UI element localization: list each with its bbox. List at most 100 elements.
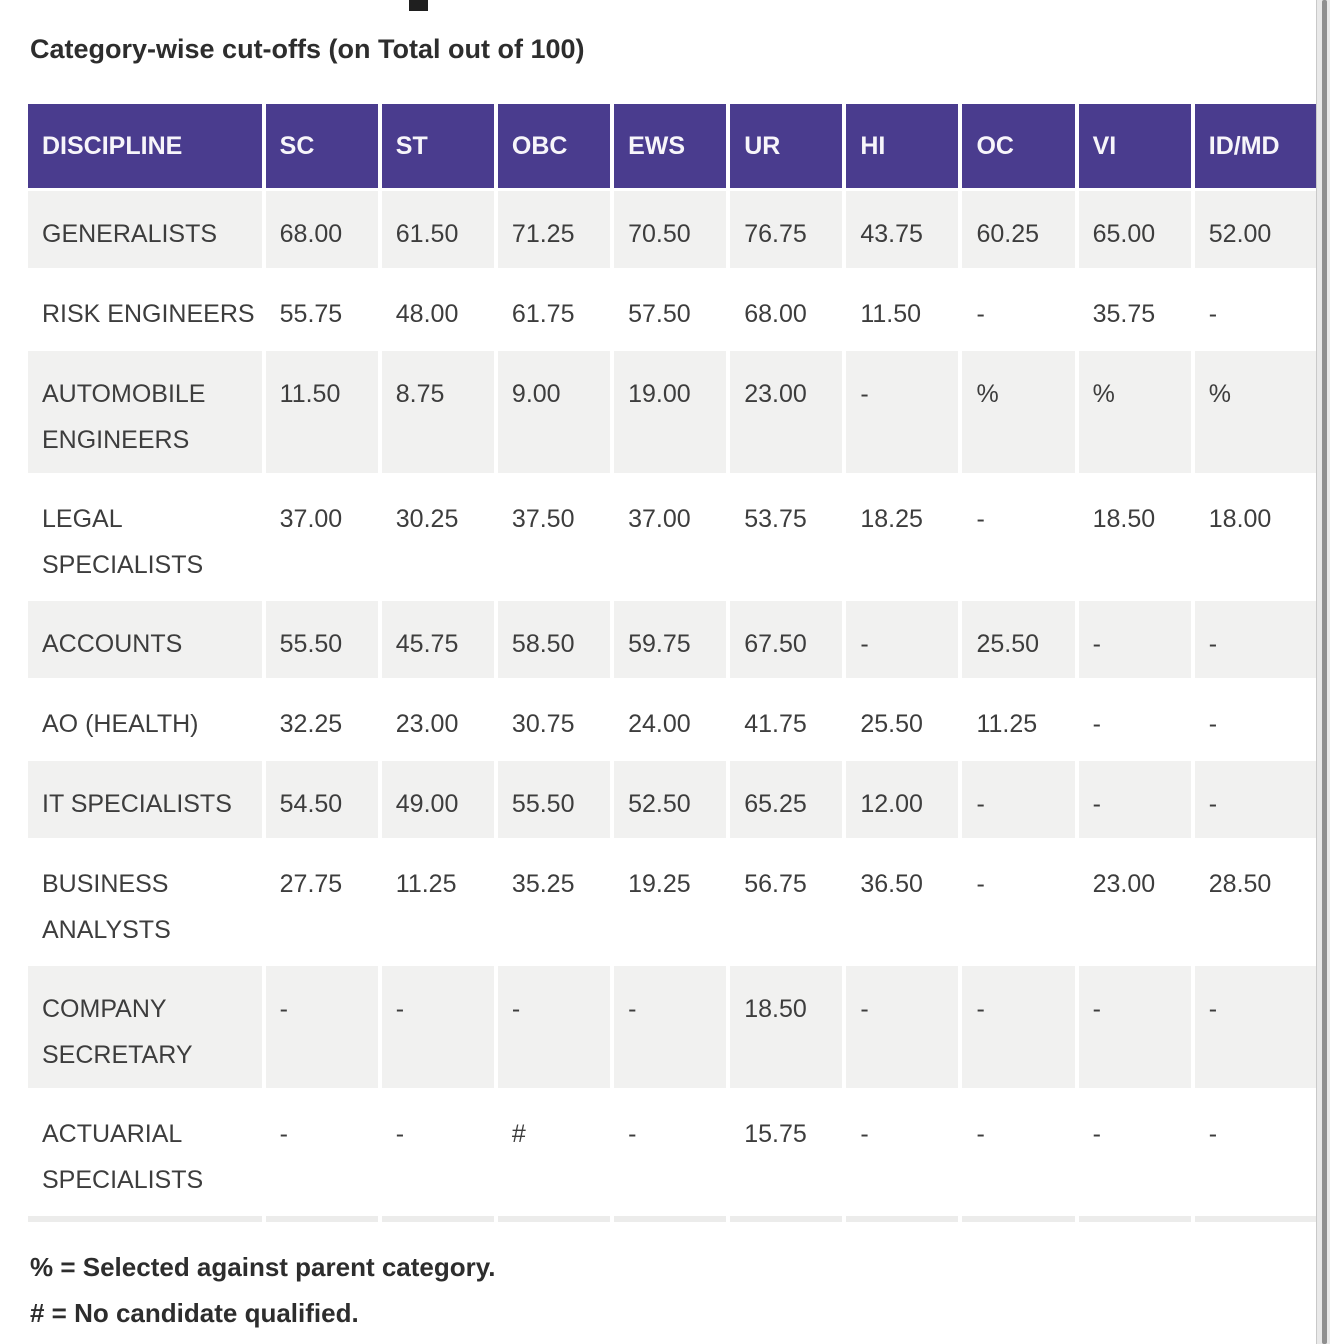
value-cell: -: [1078, 966, 1191, 1088]
table-row: IT SPECIALISTS 54.50 49.00 55.50 52.50 65.25 1…: [28, 761, 1326, 838]
bottom-border-cell: [381, 1216, 494, 1222]
value-cell: 30.75: [497, 681, 611, 758]
value-cell: 61.75: [497, 271, 611, 348]
value-cell: 18.25: [846, 476, 959, 598]
value-cell: 23.00: [1078, 841, 1191, 963]
value-cell: 25.50: [962, 601, 1075, 678]
value-cell: 15.75: [730, 1091, 843, 1213]
value-cell: -: [1078, 681, 1191, 758]
value-cell: 61.50: [381, 191, 494, 268]
column-header-obc: OBC: [497, 104, 611, 188]
column-header-ews: EWS: [614, 104, 727, 188]
value-cell: -: [1078, 761, 1191, 838]
column-header-ur: UR: [730, 104, 843, 188]
bottom-border-cell: [962, 1216, 1075, 1222]
value-cell: 23.00: [730, 351, 843, 473]
table-row: ACCOUNTS 55.50 45.75 58.50 59.75 67.50-25.50-…: [28, 601, 1326, 678]
value-cell: %: [962, 351, 1075, 473]
value-cell: 37.50: [497, 476, 611, 598]
value-cell: %: [1078, 351, 1191, 473]
value-cell: 11.50: [846, 271, 959, 348]
value-cell: 71.25: [497, 191, 611, 268]
value-cell: 28.50: [1194, 841, 1326, 963]
value-cell: -: [265, 966, 378, 1088]
value-cell: 37.00: [614, 476, 727, 598]
table-row: COMPANY SECRETARY - - - -18.50- - - -: [28, 966, 1326, 1088]
value-cell: 67.50: [730, 601, 843, 678]
value-cell: #: [497, 1091, 611, 1213]
value-cell: -: [614, 1091, 727, 1213]
value-cell: 18.50: [1078, 476, 1191, 598]
discipline-cell: BUSINESS ANALYSTS: [28, 841, 262, 963]
value-cell: %: [1194, 351, 1326, 473]
legend: % = Selected against parent category. # …: [30, 1251, 1330, 1329]
table-row: AO (HEALTH) 32.25 23.00 30.75 24.00 41.75 25.5…: [28, 681, 1326, 758]
table-row: ACTUARIAL SPECIALISTS - - # -15.75- - - -: [28, 1091, 1326, 1213]
bottom-border-cell: [497, 1216, 611, 1222]
column-header-vi: VI: [1078, 104, 1191, 188]
value-cell: 53.75: [730, 476, 843, 598]
legend-percent-note: % = Selected against parent category.: [30, 1252, 496, 1282]
value-cell: -: [1194, 681, 1326, 758]
value-cell: -: [1194, 271, 1326, 348]
table-header: DISCIPLINE SC ST OBC EWS UR HI OC VI ID/MD: [28, 104, 1326, 188]
value-cell: 27.75: [265, 841, 378, 963]
value-cell: 32.25: [265, 681, 378, 758]
value-cell: 49.00: [381, 761, 494, 838]
value-cell: -: [381, 966, 494, 1088]
header-row: DISCIPLINE SC ST OBC EWS UR HI OC VI ID/MD: [28, 104, 1326, 188]
bottom-border-cell: [730, 1216, 843, 1222]
table-row: AUTOMOBILE ENGINEERS 11.50 8.75 9.00 19.00 23…: [28, 351, 1326, 473]
value-cell: 18.50: [730, 966, 843, 1088]
table-row: RISK ENGINEERS 55.75 48.00 61.75 57.50 68.00 1…: [28, 271, 1326, 348]
column-header-sc: SC: [265, 104, 378, 188]
value-cell: -: [846, 601, 959, 678]
value-cell: -: [846, 966, 959, 1088]
discipline-cell: RISK ENGINEERS: [28, 271, 262, 348]
discipline-cell: AUTOMOBILE ENGINEERS: [28, 351, 262, 473]
value-cell: 70.50: [614, 191, 727, 268]
value-cell: 35.75: [1078, 271, 1191, 348]
value-cell: -: [614, 966, 727, 1088]
value-cell: -: [381, 1091, 494, 1213]
table-row: LEGAL SPECIALISTS 37.00 30.25 37.50 37.00 53.…: [28, 476, 1326, 598]
value-cell: 68.00: [730, 271, 843, 348]
value-cell: -: [962, 1091, 1075, 1213]
value-cell: 11.25: [381, 841, 494, 963]
value-cell: 35.25: [497, 841, 611, 963]
value-cell: 52.50: [614, 761, 727, 838]
value-cell: 65.00: [1078, 191, 1191, 268]
value-cell: 12.00: [846, 761, 959, 838]
value-cell: 58.50: [497, 601, 611, 678]
scrollbar-track[interactable]: [1316, 0, 1330, 1344]
value-cell: -: [265, 1091, 378, 1213]
value-cell: 30.25: [381, 476, 494, 598]
value-cell: 24.00: [614, 681, 727, 758]
bottom-border-cell: [614, 1216, 727, 1222]
value-cell: 68.00: [265, 191, 378, 268]
value-cell: 55.50: [497, 761, 611, 838]
scrollbar-thumb[interactable]: [1322, 0, 1327, 1344]
value-cell: -: [962, 476, 1075, 598]
value-cell: 19.25: [614, 841, 727, 963]
value-cell: -: [1194, 761, 1326, 838]
value-cell: -: [1194, 966, 1326, 1088]
column-header-st: ST: [381, 104, 494, 188]
value-cell: -: [962, 271, 1075, 348]
table-row: BUSINESS ANALYSTS 27.75 11.25 35.25 19.25 56.…: [28, 841, 1326, 963]
discipline-cell: GENERALISTS: [28, 191, 262, 268]
value-cell: 65.25: [730, 761, 843, 838]
discipline-cell: COMPANY SECRETARY: [28, 966, 262, 1088]
bottom-border-cell: [1194, 1216, 1326, 1222]
bottom-border-cell: [846, 1216, 959, 1222]
cropped-text-artifact: [409, 0, 428, 11]
value-cell: 9.00: [497, 351, 611, 473]
value-cell: 52.00: [1194, 191, 1326, 268]
value-cell: 37.00: [265, 476, 378, 598]
discipline-cell: IT SPECIALISTS: [28, 761, 262, 838]
value-cell: 11.25: [962, 681, 1075, 758]
table-body: GENERALISTS 68.00 61.50 71.25 70.50 76.75 43.7…: [28, 191, 1326, 1222]
value-cell: 57.50: [614, 271, 727, 348]
discipline-cell: AO (HEALTH): [28, 681, 262, 758]
